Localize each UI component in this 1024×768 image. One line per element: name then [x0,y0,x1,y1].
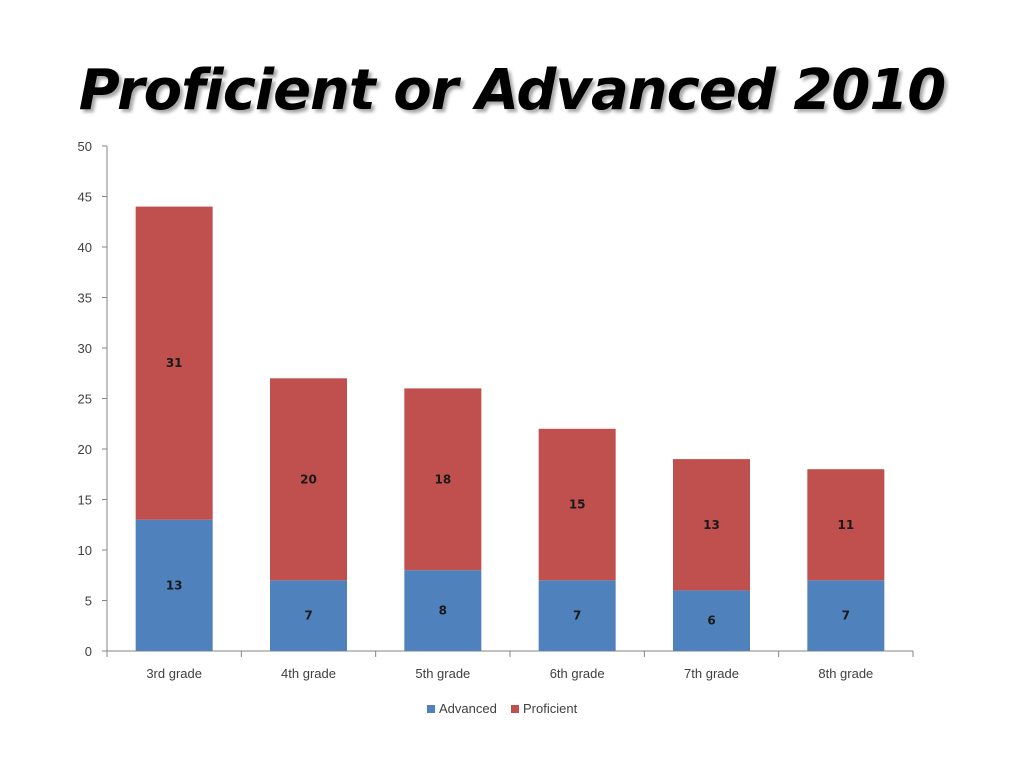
data-label: 7 [304,609,312,623]
data-label: 13 [703,518,720,532]
y-tick-label: 40 [78,240,92,255]
y-tick-label: 30 [78,341,92,356]
bar-advanced-8th-grade [807,580,885,651]
bar-proficient-3rd-grade [135,206,213,520]
data-label: 7 [842,609,850,623]
x-tick-label: 7th grade [684,666,739,681]
legend-swatch [511,705,519,713]
data-label: 20 [300,472,317,486]
bar-proficient-5th-grade [404,388,482,571]
x-tick-label: 4th grade [281,666,336,681]
y-tick-label: 45 [78,190,92,205]
legend-swatch [427,705,435,713]
x-tick-label: 3rd grade [146,666,202,681]
bar-advanced-7th-grade [673,590,750,651]
data-labels: 13 31 7 20 8 18 7 15 6 13 7 11 [166,356,854,628]
y-tick-label: 0 [85,644,92,659]
bar-proficient-4th-grade [270,378,347,581]
bar-advanced-3rd-grade [135,519,213,651]
data-label: 7 [573,609,581,623]
legend: Advanced Proficient [427,701,578,716]
data-label: 13 [166,578,183,592]
slide-title: Proficient or Advanced 2010 [78,58,947,123]
x-tick-label: 6th grade [550,666,605,681]
y-tick-label: 50 [78,139,92,154]
data-label: 8 [439,604,447,618]
bar-advanced-5th-grade [404,570,482,651]
y-tick-label: 5 [85,594,92,609]
y-tick-label: 10 [78,543,92,558]
bar-proficient-8th-grade [807,469,885,581]
data-label: 18 [434,472,451,486]
bar-proficient-6th-grade [538,428,616,581]
x-tick-label: 5th grade [415,666,470,681]
x-tick-label: 8th grade [818,666,873,681]
bar-advanced-4th-grade [270,580,347,651]
data-label: 15 [569,498,586,512]
x-axis: 3rd grade 4th grade 5th grade 6th grade 7th … [106,650,914,681]
bars [135,206,885,651]
y-axis: 0 5 10 15 20 25 30 35 40 45 50 [78,139,108,659]
data-label: 31 [166,356,183,370]
bar-proficient-7th-grade [673,459,750,591]
legend-label: Proficient [523,701,578,716]
legend-label: Advanced [439,701,497,716]
y-tick-label: 35 [78,291,92,306]
data-label: 11 [837,518,854,532]
y-tick-label: 25 [78,392,92,407]
bar-advanced-6th-grade [538,580,616,651]
data-label: 6 [707,614,715,628]
y-tick-label: 15 [78,493,92,508]
y-tick-label: 20 [78,442,92,457]
